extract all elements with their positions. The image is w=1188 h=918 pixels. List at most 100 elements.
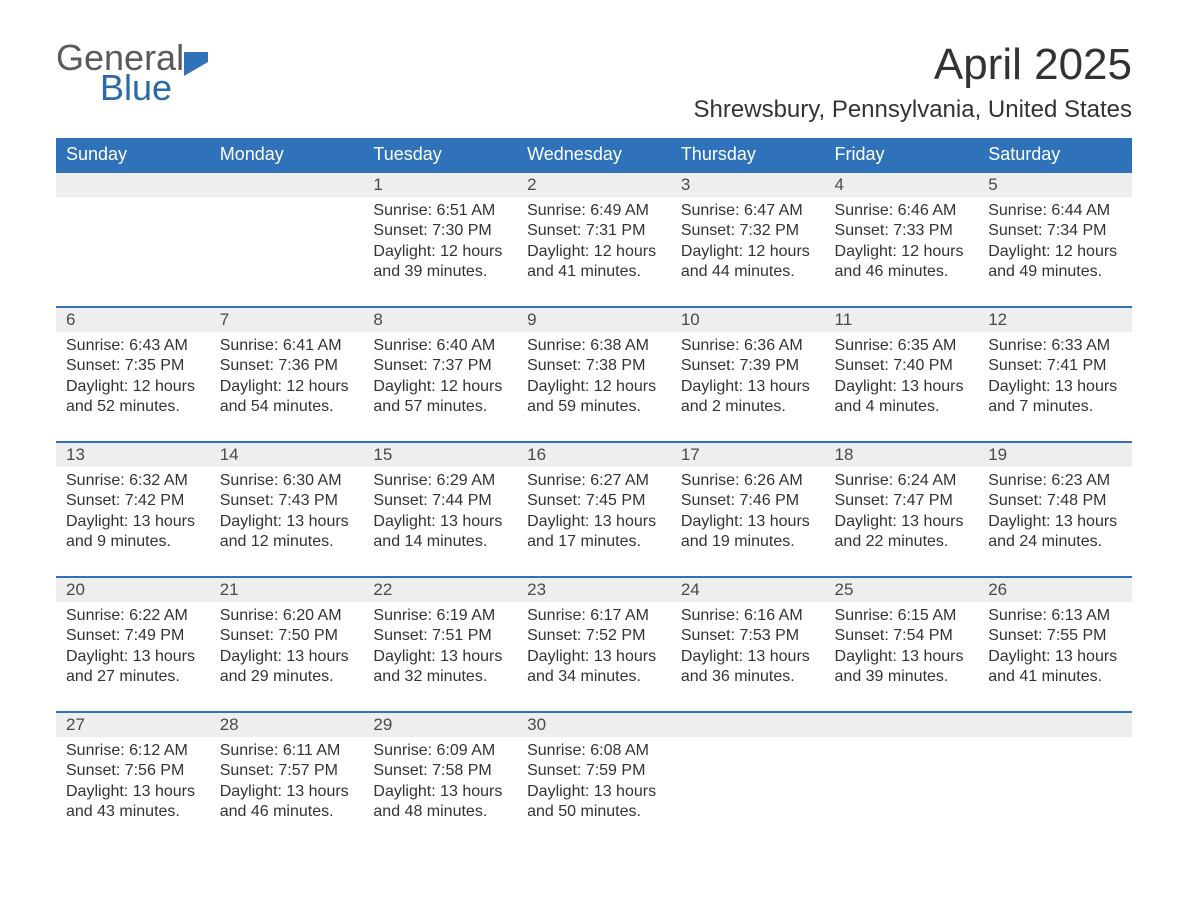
sunrise-line: Sunrise: 6:08 AM xyxy=(527,741,661,761)
day-number-cell: 17 xyxy=(671,442,825,467)
day-content-cell: Sunrise: 6:33 AMSunset: 7:41 PMDaylight:… xyxy=(978,332,1132,442)
day-content-cell: Sunrise: 6:46 AMSunset: 7:33 PMDaylight:… xyxy=(825,197,979,307)
sunrise-line: Sunrise: 6:33 AM xyxy=(988,336,1122,356)
daylight-line-1: Daylight: 13 hours xyxy=(66,512,200,532)
daylight-line-1: Daylight: 12 hours xyxy=(527,377,661,397)
sunset-line: Sunset: 7:35 PM xyxy=(66,356,200,376)
sunset-line: Sunset: 7:55 PM xyxy=(988,626,1122,646)
daylight-line-2: and 22 minutes. xyxy=(835,532,969,552)
daylight-line-2: and 54 minutes. xyxy=(220,397,354,417)
day-content-cell xyxy=(978,737,1132,847)
day-content-cell: Sunrise: 6:22 AMSunset: 7:49 PMDaylight:… xyxy=(56,602,210,712)
sunset-line: Sunset: 7:51 PM xyxy=(373,626,507,646)
daylight-line-2: and 46 minutes. xyxy=(220,802,354,822)
day-content-cell: Sunrise: 6:44 AMSunset: 7:34 PMDaylight:… xyxy=(978,197,1132,307)
daylight-line-1: Daylight: 13 hours xyxy=(527,782,661,802)
sunset-line: Sunset: 7:36 PM xyxy=(220,356,354,376)
daylight-line-2: and 27 minutes. xyxy=(66,667,200,687)
day-content-cell: Sunrise: 6:43 AMSunset: 7:35 PMDaylight:… xyxy=(56,332,210,442)
location: Shrewsbury, Pennsylvania, United States xyxy=(694,96,1132,124)
title-area: April 2025 Shrewsbury, Pennsylvania, Uni… xyxy=(694,40,1132,124)
sunrise-line: Sunrise: 6:17 AM xyxy=(527,606,661,626)
day-number-cell: 29 xyxy=(363,712,517,737)
sunset-line: Sunset: 7:37 PM xyxy=(373,356,507,376)
day-number-cell: 8 xyxy=(363,307,517,332)
day-number-cell: 24 xyxy=(671,577,825,602)
sunrise-line: Sunrise: 6:27 AM xyxy=(527,471,661,491)
daylight-line-1: Daylight: 13 hours xyxy=(835,377,969,397)
sunset-line: Sunset: 7:46 PM xyxy=(681,491,815,511)
daylight-line-1: Daylight: 12 hours xyxy=(988,242,1122,262)
day-content-cell: Sunrise: 6:29 AMSunset: 7:44 PMDaylight:… xyxy=(363,467,517,577)
day-content-row: Sunrise: 6:51 AMSunset: 7:30 PMDaylight:… xyxy=(56,197,1132,307)
day-number-cell: 18 xyxy=(825,442,979,467)
day-content-cell: Sunrise: 6:51 AMSunset: 7:30 PMDaylight:… xyxy=(363,197,517,307)
daylight-line-2: and 12 minutes. xyxy=(220,532,354,552)
header: General Blue April 2025 Shrewsbury, Penn… xyxy=(56,40,1132,124)
page-title: April 2025 xyxy=(694,40,1132,90)
sunrise-line: Sunrise: 6:23 AM xyxy=(988,471,1122,491)
sunset-line: Sunset: 7:41 PM xyxy=(988,356,1122,376)
sunrise-line: Sunrise: 6:16 AM xyxy=(681,606,815,626)
day-number-cell: 10 xyxy=(671,307,825,332)
day-content-cell: Sunrise: 6:30 AMSunset: 7:43 PMDaylight:… xyxy=(210,467,364,577)
day-number-cell xyxy=(56,172,210,197)
daylight-line-2: and 46 minutes. xyxy=(835,262,969,282)
daylight-line-2: and 48 minutes. xyxy=(373,802,507,822)
sunset-line: Sunset: 7:40 PM xyxy=(835,356,969,376)
day-content-cell: Sunrise: 6:19 AMSunset: 7:51 PMDaylight:… xyxy=(363,602,517,712)
daylight-line-1: Daylight: 12 hours xyxy=(681,242,815,262)
day-number-cell xyxy=(671,712,825,737)
day-content-cell: Sunrise: 6:15 AMSunset: 7:54 PMDaylight:… xyxy=(825,602,979,712)
day-number-cell: 16 xyxy=(517,442,671,467)
sunrise-line: Sunrise: 6:40 AM xyxy=(373,336,507,356)
sunrise-line: Sunrise: 6:38 AM xyxy=(527,336,661,356)
daylight-line-1: Daylight: 13 hours xyxy=(66,647,200,667)
sunrise-line: Sunrise: 6:30 AM xyxy=(220,471,354,491)
daylight-line-2: and 34 minutes. xyxy=(527,667,661,687)
daylight-line-2: and 41 minutes. xyxy=(527,262,661,282)
sunrise-line: Sunrise: 6:13 AM xyxy=(988,606,1122,626)
daylight-line-1: Daylight: 13 hours xyxy=(681,647,815,667)
day-content-cell: Sunrise: 6:17 AMSunset: 7:52 PMDaylight:… xyxy=(517,602,671,712)
daylight-line-1: Daylight: 13 hours xyxy=(373,512,507,532)
day-number-cell: 1 xyxy=(363,172,517,197)
daylight-line-1: Daylight: 13 hours xyxy=(220,647,354,667)
daylight-line-1: Daylight: 12 hours xyxy=(373,242,507,262)
sunset-line: Sunset: 7:43 PM xyxy=(220,491,354,511)
weekday-header-row: Sunday Monday Tuesday Wednesday Thursday… xyxy=(56,138,1132,172)
day-number-cell: 22 xyxy=(363,577,517,602)
sunrise-line: Sunrise: 6:26 AM xyxy=(681,471,815,491)
daylight-line-2: and 43 minutes. xyxy=(66,802,200,822)
day-number-cell: 7 xyxy=(210,307,364,332)
day-number-cell: 9 xyxy=(517,307,671,332)
daylight-line-1: Daylight: 13 hours xyxy=(220,512,354,532)
day-content-cell xyxy=(671,737,825,847)
day-number-cell: 27 xyxy=(56,712,210,737)
day-content-cell: Sunrise: 6:41 AMSunset: 7:36 PMDaylight:… xyxy=(210,332,364,442)
day-content-cell: Sunrise: 6:26 AMSunset: 7:46 PMDaylight:… xyxy=(671,467,825,577)
daylight-line-2: and 36 minutes. xyxy=(681,667,815,687)
day-content-cell: Sunrise: 6:24 AMSunset: 7:47 PMDaylight:… xyxy=(825,467,979,577)
daylight-line-2: and 17 minutes. xyxy=(527,532,661,552)
day-number-cell: 25 xyxy=(825,577,979,602)
sunset-line: Sunset: 7:44 PM xyxy=(373,491,507,511)
sunrise-line: Sunrise: 6:22 AM xyxy=(66,606,200,626)
sunset-line: Sunset: 7:31 PM xyxy=(527,221,661,241)
day-content-cell xyxy=(210,197,364,307)
sunrise-line: Sunrise: 6:51 AM xyxy=(373,201,507,221)
daylight-line-1: Daylight: 13 hours xyxy=(988,647,1122,667)
daylight-line-2: and 29 minutes. xyxy=(220,667,354,687)
day-number-cell: 20 xyxy=(56,577,210,602)
sunrise-line: Sunrise: 6:43 AM xyxy=(66,336,200,356)
sunset-line: Sunset: 7:52 PM xyxy=(527,626,661,646)
sunrise-line: Sunrise: 6:19 AM xyxy=(373,606,507,626)
daynum-row: 20212223242526 xyxy=(56,577,1132,602)
day-content-row: Sunrise: 6:32 AMSunset: 7:42 PMDaylight:… xyxy=(56,467,1132,577)
sunset-line: Sunset: 7:58 PM xyxy=(373,761,507,781)
daylight-line-1: Daylight: 12 hours xyxy=(527,242,661,262)
day-content-cell: Sunrise: 6:11 AMSunset: 7:57 PMDaylight:… xyxy=(210,737,364,847)
sunrise-line: Sunrise: 6:49 AM xyxy=(527,201,661,221)
sunset-line: Sunset: 7:47 PM xyxy=(835,491,969,511)
sunrise-line: Sunrise: 6:12 AM xyxy=(66,741,200,761)
